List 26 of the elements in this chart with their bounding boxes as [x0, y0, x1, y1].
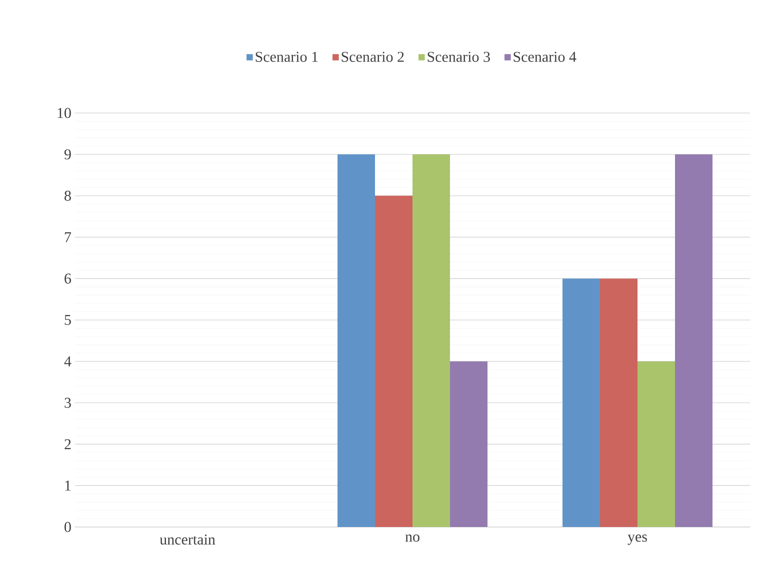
bar — [562, 278, 600, 527]
x-tick-label: yes — [628, 534, 647, 545]
bar — [600, 278, 638, 527]
y-tick-label: 1 — [65, 480, 71, 491]
y-tick-label: 9 — [64, 149, 71, 160]
bar — [338, 154, 376, 527]
y-tick-label: 3 — [64, 398, 71, 408]
y-tick-label: 8 — [64, 190, 71, 201]
y-tick-label: 2 — [64, 439, 71, 450]
x-tick-label: uncertain — [160, 534, 216, 545]
y-tick-label: 6 — [64, 274, 72, 284]
y-tick-label: 0 — [64, 522, 71, 532]
legend-label: Scenario 4 — [514, 52, 576, 62]
legend-label: Scenario 1 — [256, 52, 318, 62]
legend-label: Scenario 3 — [428, 52, 490, 62]
bar — [675, 154, 713, 527]
bar — [412, 154, 450, 527]
x-tick-label: no — [405, 534, 420, 542]
y-tick-label: 7 — [64, 232, 72, 242]
y-tick-label: 10 — [58, 108, 71, 118]
bar — [450, 361, 488, 527]
bar — [375, 196, 413, 527]
bar — [638, 361, 675, 527]
y-tick-label: 5 — [64, 315, 71, 325]
legend-label: Scenario 2 — [342, 52, 404, 62]
y-tick-label: 4 — [64, 356, 72, 366]
